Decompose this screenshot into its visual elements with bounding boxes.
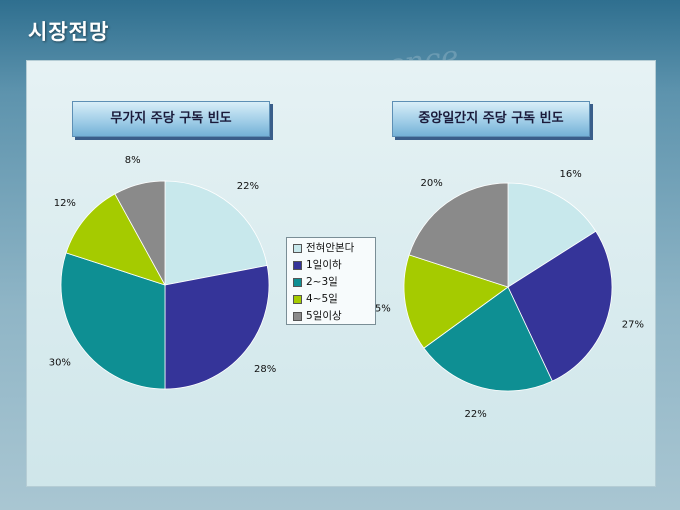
- legend-swatch: [293, 277, 302, 287]
- legend-label: 2~3일: [306, 276, 338, 288]
- legend-swatch: [293, 311, 302, 321]
- chart-title-free-paper: 무가지 주당 구독 빈도: [72, 101, 270, 137]
- pie-slice: [60, 252, 166, 390]
- legend-label: 5일이상: [306, 310, 342, 322]
- chart-title-daily-paper: 중앙일간지 주당 구독 빈도: [392, 101, 590, 137]
- legend-item-none: 전혀안본다: [293, 241, 354, 255]
- pie-slice: [164, 265, 270, 390]
- legend-item-5days-plus: 5일이상: [293, 309, 342, 323]
- pie-slice: [65, 193, 166, 286]
- slice-label: 22%: [237, 181, 259, 192]
- legend-item-2-3days: 2~3일: [293, 275, 338, 289]
- pie-slice: [507, 230, 613, 382]
- pie-slice: [114, 180, 166, 286]
- legend-swatch: [293, 243, 302, 253]
- slice-label: 8%: [125, 155, 141, 166]
- slice-label: 20%: [420, 178, 442, 189]
- legend-swatch: [293, 260, 302, 270]
- legend-item-4-5days: 4~5일: [293, 292, 338, 306]
- pie-slice: [507, 182, 597, 288]
- slide-title: 시장전망: [28, 20, 110, 44]
- legend-label: 전혀안본다: [306, 242, 355, 254]
- slice-label: 15%: [368, 303, 390, 314]
- slice-label: 22%: [465, 409, 487, 420]
- chart-legend: 전혀안본다 1일이하 2~3일 4~5일 5일이상: [286, 237, 376, 325]
- pie-slice: [164, 180, 268, 286]
- legend-label: 1일이하: [306, 259, 342, 271]
- pie-slice: [423, 286, 553, 392]
- pie-slice: [403, 254, 509, 349]
- legend-item-1day: 1일이하: [293, 258, 342, 272]
- slice-label: 16%: [560, 169, 582, 180]
- slice-label: 27%: [622, 319, 644, 330]
- slice-label: 30%: [49, 357, 71, 368]
- legend-swatch: [293, 294, 302, 304]
- slice-label: 12%: [54, 198, 76, 209]
- slice-label: 28%: [254, 364, 276, 375]
- pie-slice: [408, 182, 509, 288]
- legend-label: 4~5일: [306, 293, 338, 305]
